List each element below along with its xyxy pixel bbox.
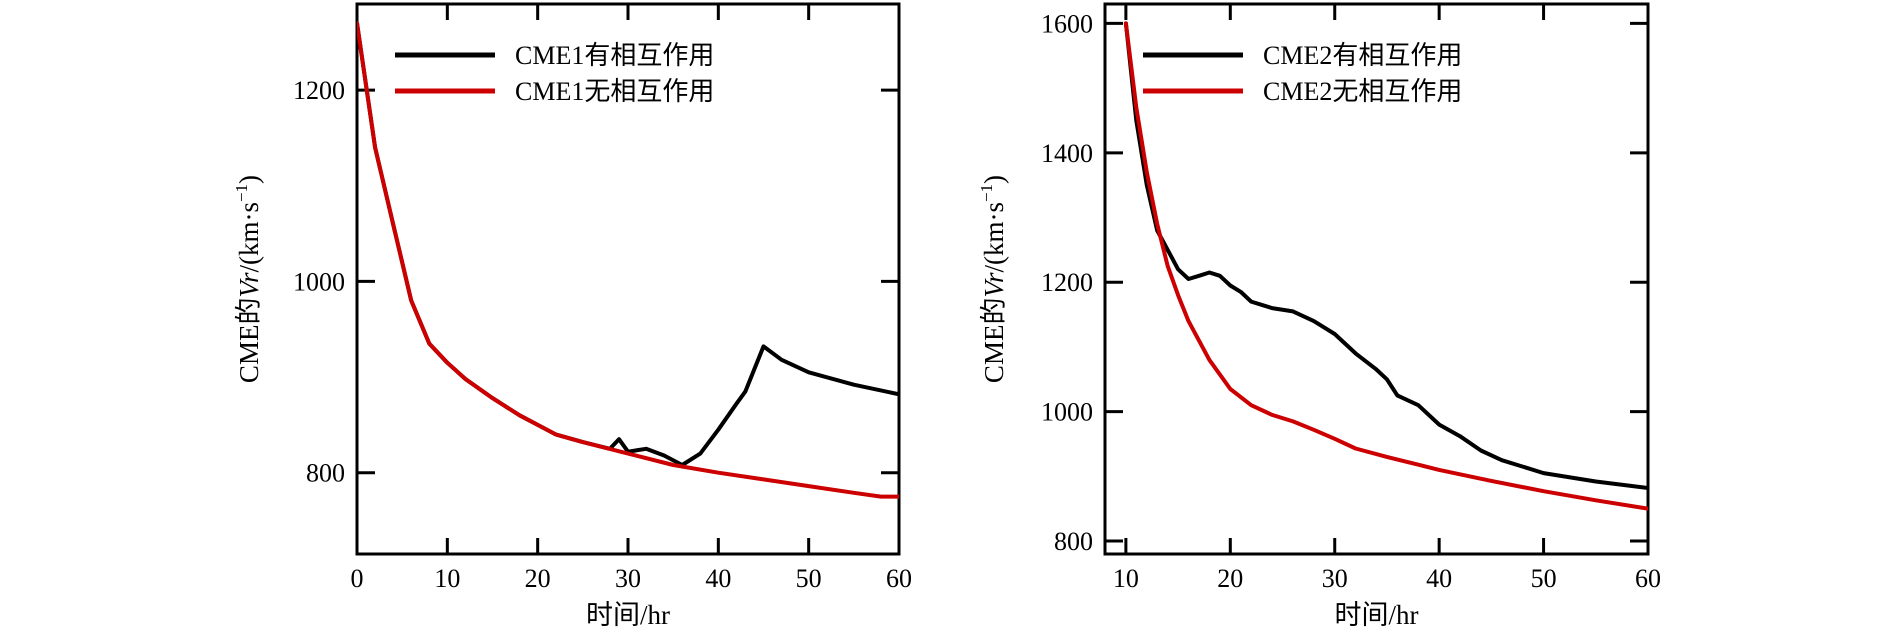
series-line-1: [1123, 21, 1648, 490]
x-tick-label: 20: [525, 564, 551, 593]
y-tick-label: 1400: [1041, 139, 1093, 168]
y-axis-label-var: Vr: [234, 272, 264, 297]
x-tick-label: 50: [1531, 564, 1557, 593]
y-tick-label: 1000: [1041, 398, 1093, 427]
y-axis-label: CME的Vr/(km·s−1): [977, 175, 1009, 383]
x-axis-label: 时间/hr: [586, 600, 670, 630]
x-axis-label: 时间/hr: [1335, 600, 1419, 630]
y-axis-label-close: ): [234, 175, 264, 184]
y-axis-label-unit: /(km·s: [979, 202, 1009, 273]
y-tick-label: 1200: [1041, 268, 1093, 297]
chart-panel-1: 0 10 20 30 40 50 60 800 1000 1200 时间/hr CME的Vr/(km·…: [232, 2, 912, 630]
chart-panel-2: 10 20 30 40 50 60 800 1000 1200 1400 1600 时间/hr CME的…: [977, 2, 1661, 630]
x-tick-label: 60: [886, 564, 912, 593]
y-tick-label: 1600: [1041, 9, 1093, 38]
x-tick-label: 40: [705, 564, 731, 593]
legend-label-2: CME2无相互作用: [1263, 77, 1462, 106]
y-axis-label-sup: −1: [977, 184, 996, 202]
x-tick-label: 20: [1217, 564, 1243, 593]
y-axis-label-prefix: CME的: [234, 298, 264, 384]
y-axis-label-sup: −1: [232, 184, 251, 202]
x-tick-label: 40: [1426, 564, 1452, 593]
y-axis-label-close: ): [979, 175, 1009, 184]
y-axis-label: CME的Vr/(km·s−1): [232, 175, 264, 383]
y-tick-label: 1200: [293, 76, 345, 105]
y-tick-label: 800: [306, 459, 345, 488]
y-axis-label-prefix: CME的: [979, 298, 1009, 384]
x-tick-label: 30: [1322, 564, 1348, 593]
y-axis-label-unit: /(km·s: [234, 202, 264, 273]
series-line-2: [357, 21, 899, 499]
x-tick-label: 0: [351, 564, 364, 593]
legend-label-1: CME2有相互作用: [1263, 41, 1462, 70]
plot-frame: [1103, 2, 1650, 556]
legend-label-2: CME1无相互作用: [515, 77, 714, 106]
y-tick-label: 800: [1054, 527, 1093, 556]
x-tick-label: 60: [1635, 564, 1661, 593]
series-line-2: [1123, 21, 1648, 511]
x-tick-label: 10: [1113, 564, 1139, 593]
x-tick-label: 50: [796, 564, 822, 593]
legend-label-1: CME1有相互作用: [515, 41, 714, 70]
y-axis-label-var: Vr: [979, 272, 1009, 297]
y-tick-label: 1000: [293, 267, 345, 296]
x-tick-label: 30: [615, 564, 641, 593]
x-tick-label: 10: [434, 564, 460, 593]
